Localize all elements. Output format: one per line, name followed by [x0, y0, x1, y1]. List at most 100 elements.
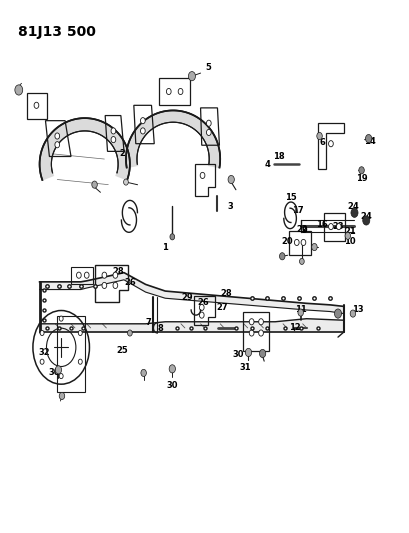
Circle shape	[124, 179, 128, 185]
Circle shape	[78, 359, 82, 364]
Circle shape	[15, 85, 23, 95]
Text: 17: 17	[292, 206, 304, 215]
Text: 19: 19	[356, 174, 367, 183]
Circle shape	[34, 102, 39, 108]
Circle shape	[366, 134, 372, 143]
Circle shape	[170, 234, 175, 240]
Circle shape	[59, 374, 63, 378]
Text: 18: 18	[273, 152, 285, 161]
Circle shape	[166, 88, 171, 94]
Text: 28: 28	[220, 288, 232, 297]
Text: 30: 30	[49, 368, 60, 377]
Polygon shape	[40, 319, 344, 332]
Circle shape	[92, 181, 97, 188]
Circle shape	[279, 253, 285, 260]
Circle shape	[337, 223, 341, 230]
Circle shape	[55, 133, 60, 139]
Circle shape	[351, 208, 358, 217]
Circle shape	[207, 130, 211, 135]
Text: 2: 2	[119, 149, 125, 158]
Text: 20: 20	[281, 237, 293, 246]
Text: 29: 29	[181, 293, 193, 302]
Circle shape	[84, 272, 89, 278]
Circle shape	[59, 316, 63, 321]
Circle shape	[363, 216, 370, 225]
Text: 7: 7	[146, 318, 152, 327]
Circle shape	[259, 350, 266, 358]
Text: 1: 1	[162, 243, 168, 252]
Text: 14: 14	[364, 136, 375, 146]
Text: 10: 10	[344, 237, 355, 246]
Circle shape	[111, 128, 116, 134]
Circle shape	[55, 142, 60, 148]
Circle shape	[249, 330, 254, 336]
Circle shape	[298, 309, 303, 316]
Text: 27: 27	[216, 303, 228, 312]
Circle shape	[78, 330, 82, 336]
Circle shape	[141, 118, 145, 124]
Circle shape	[76, 272, 81, 278]
Circle shape	[245, 349, 252, 357]
Circle shape	[40, 359, 44, 364]
Circle shape	[40, 330, 44, 336]
Circle shape	[335, 309, 342, 318]
Circle shape	[141, 369, 146, 376]
Circle shape	[317, 132, 322, 140]
Text: 15: 15	[285, 193, 297, 202]
Text: 26: 26	[198, 298, 209, 307]
Text: 13: 13	[352, 305, 364, 314]
Text: 6: 6	[319, 138, 325, 147]
Circle shape	[207, 120, 211, 126]
Text: 30: 30	[232, 350, 244, 359]
Text: 4: 4	[264, 160, 270, 168]
Circle shape	[299, 259, 304, 264]
Circle shape	[328, 223, 333, 230]
Circle shape	[169, 365, 175, 373]
Circle shape	[249, 319, 254, 325]
Text: 24: 24	[348, 201, 360, 211]
Text: 30: 30	[166, 381, 178, 390]
Text: 23: 23	[332, 222, 344, 231]
Text: 81J13 500: 81J13 500	[18, 25, 96, 39]
Text: 21: 21	[344, 227, 356, 236]
Text: 3: 3	[227, 201, 233, 211]
Circle shape	[59, 392, 65, 400]
Circle shape	[113, 272, 118, 278]
Circle shape	[189, 71, 196, 81]
Circle shape	[200, 304, 204, 311]
Circle shape	[294, 239, 299, 246]
Circle shape	[113, 282, 118, 288]
Circle shape	[141, 128, 145, 134]
Circle shape	[301, 239, 306, 246]
Text: 9: 9	[302, 226, 308, 235]
Circle shape	[345, 232, 351, 239]
Circle shape	[258, 319, 263, 325]
Circle shape	[111, 136, 116, 143]
Text: 8: 8	[157, 325, 164, 334]
Text: 28: 28	[112, 267, 124, 276]
Text: 26: 26	[124, 278, 136, 287]
Circle shape	[128, 330, 132, 336]
Text: 25: 25	[116, 346, 128, 356]
Text: 22: 22	[297, 224, 308, 233]
Circle shape	[102, 272, 107, 278]
Circle shape	[328, 141, 333, 147]
Circle shape	[200, 312, 204, 318]
Text: 24: 24	[360, 212, 372, 221]
Circle shape	[228, 175, 234, 183]
Text: 31: 31	[240, 364, 252, 373]
Text: 5: 5	[205, 63, 211, 72]
Text: 12: 12	[289, 324, 301, 333]
Text: 32: 32	[38, 348, 50, 357]
Circle shape	[258, 330, 263, 336]
Text: 16: 16	[316, 220, 327, 229]
Polygon shape	[40, 273, 344, 313]
Circle shape	[312, 244, 317, 251]
Polygon shape	[40, 118, 130, 180]
Circle shape	[55, 366, 62, 374]
Text: 11: 11	[295, 305, 307, 314]
Circle shape	[200, 172, 205, 179]
Circle shape	[178, 88, 183, 94]
Circle shape	[102, 282, 107, 288]
Circle shape	[350, 310, 356, 317]
